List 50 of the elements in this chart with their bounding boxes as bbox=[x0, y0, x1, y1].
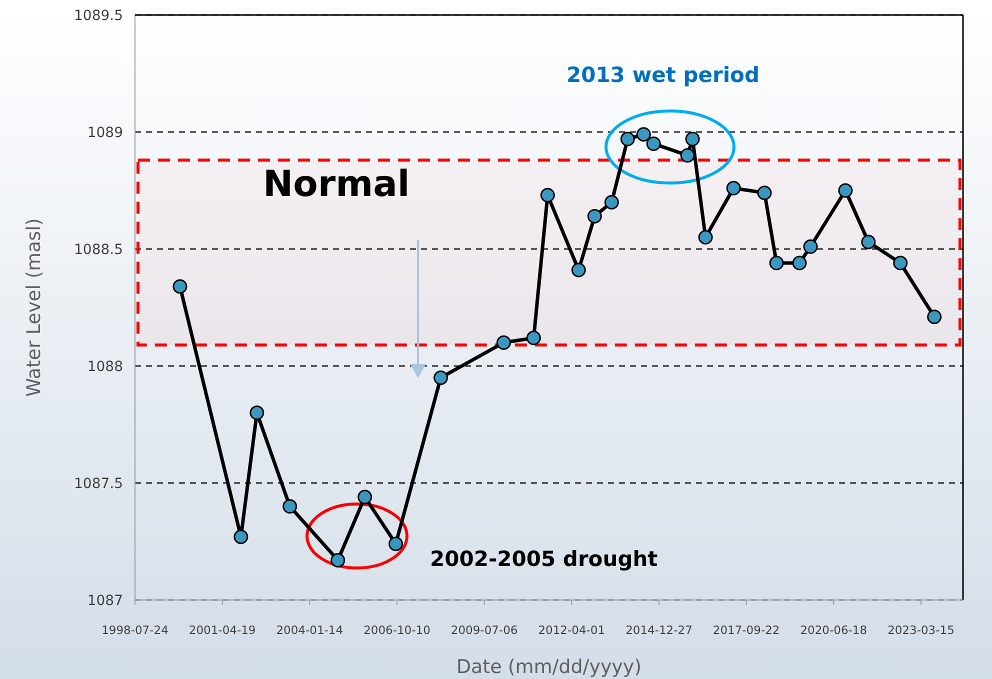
x-tick-label: 2001-04-19 bbox=[188, 623, 256, 637]
x-tick-label: 2004-01-14 bbox=[276, 623, 344, 637]
point bbox=[792, 256, 807, 270]
point bbox=[861, 234, 876, 250]
y-tick-label: 1089.5 bbox=[74, 8, 123, 24]
point bbox=[330, 552, 346, 568]
x-tick-label: 2012-04-01 bbox=[538, 623, 606, 637]
x-tick-label: 2009-07-06 bbox=[450, 623, 518, 637]
x-tick-label: 1998-07-24 bbox=[102, 623, 168, 637]
x-axis-title: Date (mm/dd/yyyy) bbox=[456, 656, 642, 678]
point bbox=[685, 132, 700, 146]
y-tick-label: 1087.5 bbox=[74, 476, 123, 492]
point bbox=[434, 370, 448, 385]
point bbox=[698, 230, 713, 245]
point bbox=[282, 499, 298, 514]
point bbox=[571, 262, 586, 278]
x-tick-label: 2014-12-27 bbox=[626, 623, 692, 637]
point bbox=[358, 490, 372, 504]
point bbox=[526, 330, 541, 346]
point bbox=[680, 148, 695, 163]
annotation: 2013 wet period bbox=[566, 63, 760, 87]
point bbox=[757, 186, 772, 200]
point bbox=[838, 183, 853, 198]
y-tick-label: 1088 bbox=[87, 359, 123, 375]
point bbox=[927, 310, 942, 324]
y-tick-label: 1087 bbox=[87, 593, 123, 609]
point bbox=[250, 406, 264, 420]
point bbox=[496, 335, 511, 350]
point bbox=[234, 530, 248, 544]
band-label: Normal bbox=[263, 164, 410, 206]
annotation: 2002-2005 drought bbox=[430, 547, 658, 571]
point bbox=[803, 239, 818, 254]
point bbox=[646, 136, 661, 151]
y-tick-label: 1088.5 bbox=[74, 242, 123, 258]
point bbox=[769, 256, 784, 270]
point bbox=[620, 132, 635, 146]
x-tick-label: 2006-10-10 bbox=[364, 623, 430, 637]
point bbox=[587, 208, 602, 224]
point bbox=[636, 127, 651, 142]
point bbox=[893, 256, 908, 270]
point bbox=[540, 188, 555, 202]
y-axis-title: Water Level (masl) bbox=[23, 218, 45, 397]
point bbox=[172, 279, 188, 294]
x-tick-label: 2020-06-18 bbox=[800, 623, 868, 637]
x-tick-label: 2017-09-22 bbox=[712, 623, 780, 637]
point bbox=[388, 536, 404, 552]
x-tick-label: 2023-03-15 bbox=[888, 623, 954, 637]
point bbox=[726, 180, 741, 196]
point bbox=[604, 194, 619, 210]
y-tick-label: 1089 bbox=[87, 125, 123, 141]
